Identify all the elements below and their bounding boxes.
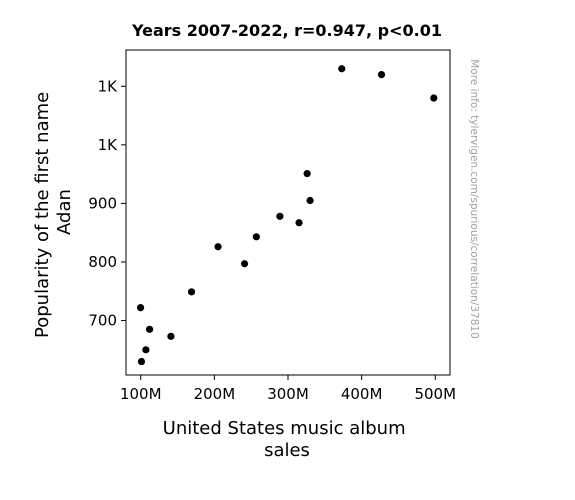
x-axis-label: United States music album sales <box>163 418 412 461</box>
data-point <box>137 357 146 366</box>
data-point <box>214 243 222 251</box>
plot-area <box>125 49 451 376</box>
data-point <box>145 325 154 333</box>
x-tick-label: 300M <box>267 385 309 403</box>
data-point <box>167 332 175 340</box>
data-point <box>142 346 150 354</box>
data-point <box>303 169 311 178</box>
y-tick-label: 700 <box>88 312 117 330</box>
data-point <box>338 65 346 73</box>
data-point <box>136 304 145 312</box>
x-axis-label-line-2: sales <box>264 440 310 461</box>
chart-title: Years 2007-2022, r=0.947, p<0.01 <box>131 21 442 40</box>
y-axis-label-line-2: Adan <box>54 189 75 235</box>
watermark-text: More info: tylervigen.com/spurious/corre… <box>468 59 480 339</box>
data-point <box>306 196 314 205</box>
x-axis-label-line-1: United States music album <box>163 418 406 439</box>
data-point <box>295 219 303 227</box>
y-tick-label: 800 <box>88 253 117 271</box>
data-point <box>240 260 249 268</box>
data-points <box>136 65 438 366</box>
y-tick-label: 1K <box>98 136 119 154</box>
x-tick-label: 500M <box>414 385 456 403</box>
data-point <box>276 212 284 220</box>
x-tick-label: 200M <box>194 385 236 403</box>
x-tick-label: 100M <box>120 385 162 403</box>
data-point <box>187 288 196 296</box>
y-axis-ticks: 700 800 900 1K 1K <box>88 77 126 330</box>
x-axis-ticks: 100M 200M 300M 400M 500M <box>120 375 456 403</box>
y-tick-label: 900 <box>88 194 117 212</box>
data-point <box>252 233 260 241</box>
y-axis-label-line-1: Popularity of the first name <box>32 92 53 338</box>
data-point <box>377 70 386 79</box>
x-tick-label: 400M <box>341 385 383 403</box>
y-axis-label: Popularity of the first name Adan <box>32 86 75 338</box>
y-tick-label: 1K <box>98 77 119 95</box>
data-point <box>430 94 438 102</box>
